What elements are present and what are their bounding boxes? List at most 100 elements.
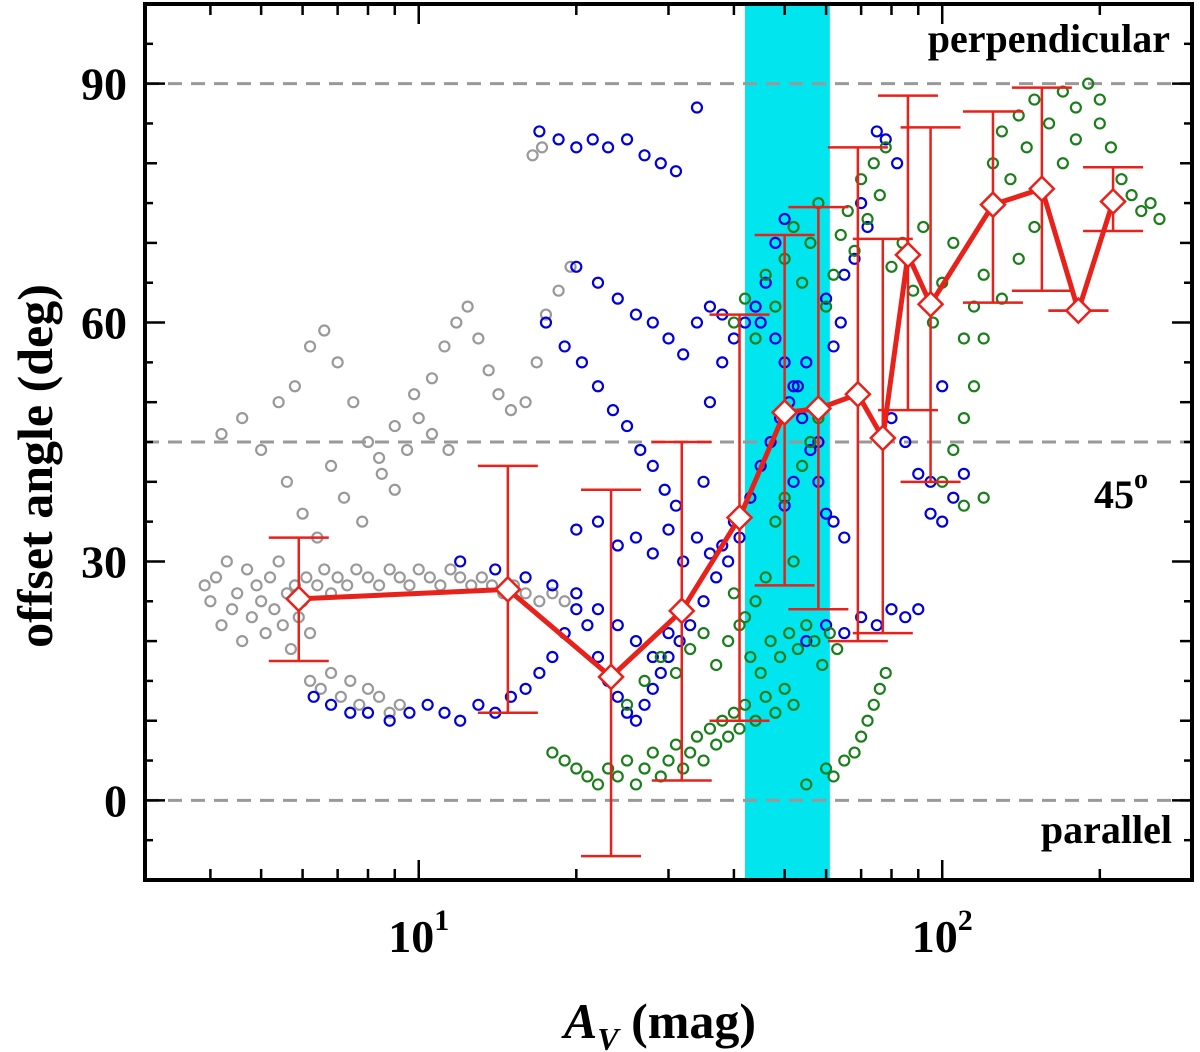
gray-point bbox=[225, 603, 239, 616]
gray-point bbox=[388, 483, 401, 496]
red-diamond-point bbox=[770, 398, 799, 427]
gray-point bbox=[215, 427, 228, 441]
gray-point bbox=[383, 706, 396, 719]
green-point bbox=[759, 690, 772, 703]
green-point bbox=[827, 770, 840, 783]
blue-point bbox=[855, 611, 868, 624]
green-point bbox=[957, 332, 970, 345]
blue-point bbox=[787, 475, 800, 488]
blue-point bbox=[899, 611, 912, 624]
gray-point bbox=[280, 475, 294, 488]
blue-point bbox=[838, 531, 851, 544]
green-point bbox=[638, 762, 651, 775]
blue-point bbox=[539, 316, 553, 329]
green-point bbox=[654, 650, 667, 664]
green-point bbox=[764, 634, 777, 648]
blue-point bbox=[716, 539, 729, 552]
blue-point bbox=[924, 507, 937, 520]
blue-point bbox=[662, 523, 675, 536]
gray-point bbox=[519, 587, 532, 600]
gray-point bbox=[250, 579, 263, 592]
blue-point bbox=[646, 316, 659, 329]
gray-point bbox=[438, 340, 451, 353]
blue-point bbox=[697, 475, 710, 488]
blue-point bbox=[936, 380, 949, 393]
blue-point bbox=[796, 412, 809, 425]
green-point bbox=[591, 778, 605, 791]
blue-point bbox=[570, 587, 583, 600]
blue-point bbox=[727, 332, 741, 345]
green-point bbox=[827, 268, 840, 281]
gray-point bbox=[284, 642, 298, 656]
blue-point bbox=[787, 380, 800, 393]
green-point bbox=[1042, 117, 1056, 130]
green-point bbox=[1004, 173, 1017, 186]
red-diamond-point bbox=[844, 380, 872, 408]
gray-point bbox=[526, 149, 539, 162]
green-point bbox=[1093, 93, 1106, 106]
annotation-45-text: 45 bbox=[1094, 472, 1134, 517]
blue-point bbox=[662, 332, 675, 345]
blue-point bbox=[620, 419, 634, 433]
green-point bbox=[819, 300, 833, 313]
green-point bbox=[570, 762, 583, 775]
green-point bbox=[710, 658, 723, 672]
gray-point bbox=[552, 284, 565, 297]
gray-point bbox=[311, 579, 324, 592]
gray-point bbox=[450, 316, 463, 329]
green-point bbox=[1144, 196, 1157, 210]
gray-point bbox=[204, 595, 217, 608]
green-point bbox=[957, 499, 970, 512]
red-diamond-point bbox=[1028, 174, 1056, 203]
gray-point bbox=[482, 364, 495, 377]
blue-point bbox=[438, 706, 451, 719]
gray-point bbox=[236, 634, 249, 648]
green-point bbox=[823, 627, 836, 640]
gray-point bbox=[288, 380, 301, 393]
blue-point bbox=[591, 603, 605, 616]
red-diamond-point bbox=[667, 597, 696, 625]
gray-point bbox=[324, 459, 338, 472]
blue-point bbox=[912, 603, 925, 616]
gray-point bbox=[388, 419, 401, 433]
green-point bbox=[662, 754, 675, 767]
blue-point bbox=[754, 316, 767, 329]
green-point bbox=[867, 698, 880, 711]
annotation-45-degree-sup: o bbox=[1134, 464, 1148, 495]
blue-point bbox=[646, 459, 659, 472]
blue-point bbox=[654, 157, 667, 170]
blue-point bbox=[819, 507, 833, 520]
gray-point bbox=[425, 372, 439, 385]
green-point bbox=[848, 746, 861, 759]
green-point bbox=[769, 706, 782, 719]
gray-point bbox=[353, 698, 366, 711]
gray-point bbox=[337, 491, 351, 504]
blue-point bbox=[570, 603, 583, 616]
blue-point bbox=[838, 268, 851, 281]
blue-point bbox=[383, 714, 396, 727]
blue-point bbox=[575, 356, 589, 369]
y-tick-label: 60 bbox=[81, 298, 127, 349]
green-point bbox=[703, 722, 717, 735]
red-diamond-point bbox=[916, 290, 945, 318]
blue-point bbox=[586, 133, 599, 146]
blue-point bbox=[546, 579, 559, 592]
blue-point bbox=[690, 531, 704, 544]
blue-point bbox=[558, 340, 571, 353]
blue-point bbox=[834, 316, 847, 329]
green-point bbox=[791, 642, 804, 656]
blue-point bbox=[533, 666, 546, 680]
green-point bbox=[819, 762, 833, 775]
green-point bbox=[769, 515, 782, 528]
gray-point bbox=[314, 682, 327, 695]
green-point bbox=[558, 754, 571, 767]
blue-point bbox=[654, 666, 667, 680]
blue-point bbox=[606, 404, 620, 417]
green-point bbox=[697, 627, 710, 640]
gray-point bbox=[296, 507, 309, 520]
blue-point bbox=[570, 141, 583, 154]
gray-point bbox=[403, 579, 416, 592]
gray-point bbox=[504, 404, 518, 417]
annotation-parallel: parallel bbox=[1041, 807, 1172, 852]
gray-point bbox=[423, 571, 436, 584]
